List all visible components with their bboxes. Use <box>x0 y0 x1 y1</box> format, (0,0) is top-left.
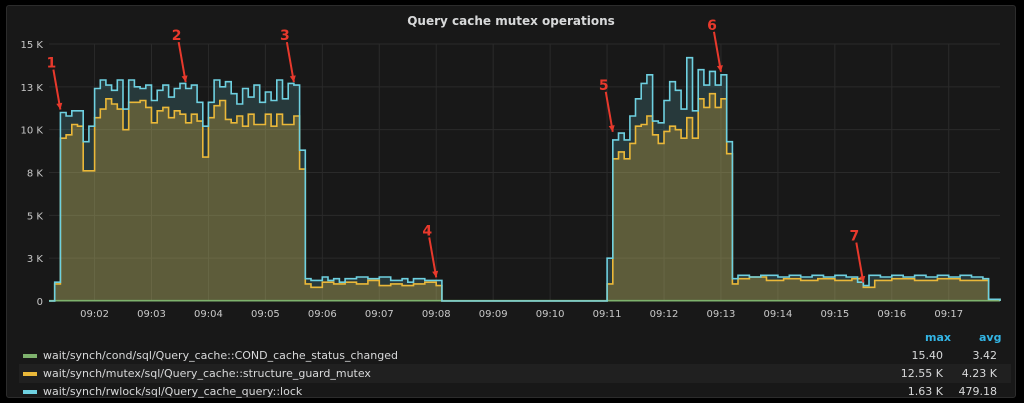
annotation-label: 4 <box>422 223 432 239</box>
x-tick-label: 09:06 <box>308 309 337 320</box>
legend-max-header[interactable]: max <box>925 331 951 344</box>
annotation-arrow <box>428 237 438 278</box>
annotation-label: 7 <box>849 229 859 245</box>
annotation-arrow <box>712 31 722 73</box>
annotation-label: 5 <box>599 78 609 94</box>
annotation-arrowhead <box>859 275 866 283</box>
annotation-arrow <box>177 41 187 83</box>
x-tick-label: 09:13 <box>707 309 736 320</box>
y-tick-label: 10 K <box>21 126 44 137</box>
x-tick-label: 09:02 <box>80 309 109 320</box>
x-tick-label: 09:14 <box>763 309 792 320</box>
legend-row-mutex[interactable]: wait/synch/mutex/sql/Query_cache::struct… <box>19 364 1011 383</box>
annotation-label: 2 <box>172 28 182 44</box>
legend-series-max: 1.63 K <box>907 385 943 398</box>
annotation-arrow <box>604 91 614 132</box>
legend-swatch-rwlock <box>23 390 37 394</box>
y-tick-label: 3 K <box>27 254 44 265</box>
x-tick-label: 09:16 <box>877 309 906 320</box>
x-tick-label: 09:08 <box>422 309 451 320</box>
y-tick-label: 0 <box>37 297 43 308</box>
legend-swatch-mutex <box>23 372 37 376</box>
series-line <box>49 56 1001 302</box>
y-tick-label: 8 K <box>27 169 44 180</box>
legend-series-avg: 3.42 <box>972 349 998 362</box>
x-tick-label: 09:12 <box>650 309 679 320</box>
annotation-label: 6 <box>707 18 717 34</box>
annotation-label: 1 <box>47 56 57 72</box>
chart-title: Query cache mutex operations <box>407 14 615 28</box>
series-line <box>49 92 1001 302</box>
legend-series-max: 15.40 <box>911 349 944 362</box>
annotation-arrow <box>855 242 865 283</box>
x-tick-label: 09:17 <box>934 309 963 320</box>
legend-avg-header[interactable]: avg <box>979 331 1002 344</box>
series-area <box>49 93 1000 301</box>
x-tick-label: 09:10 <box>536 309 565 320</box>
annotation-arrow <box>285 41 295 83</box>
series-area <box>49 57 1000 302</box>
chart-plot[interactable]: 0 3 K 5 K 8 K 10 K 13 K 15 K 09:02 09:03 09:04 09:… <box>7 6 1017 324</box>
x-tick-label: 09:11 <box>593 309 622 320</box>
annotation-arrowhead <box>56 102 63 110</box>
legend-series-max: 12.55 K <box>900 367 943 380</box>
y-tick-label: 13 K <box>21 83 44 94</box>
legend-swatch-cond <box>23 354 37 358</box>
legend-series-name: wait/synch/cond/sql/Query_cache::COND_ca… <box>43 349 398 362</box>
x-tick-label: 09:05 <box>251 309 280 320</box>
legend-series-name: wait/synch/mutex/sql/Query_cache::struct… <box>43 367 371 380</box>
legend-row-cond[interactable]: wait/synch/cond/sql/Query_cache::COND_ca… <box>19 346 1011 365</box>
x-tick-label: 09:03 <box>137 309 166 320</box>
annotation-arrow <box>52 69 62 110</box>
annotation-arrowhead <box>181 75 188 83</box>
legend-row-rwlock[interactable]: wait/synch/rwlock/sql/Query_cache_query:… <box>19 382 1011 401</box>
annotation-arrowhead <box>608 125 615 132</box>
annotation-arrowhead <box>432 270 439 278</box>
x-tick-label: 09:15 <box>820 309 849 320</box>
chart-panel: Query cache mutex operations 0 3 K 5 K 8 K 1… <box>6 5 1016 398</box>
legend-series-avg: 4.23 K <box>961 367 997 380</box>
annotation-label: 3 <box>280 28 290 44</box>
annotation-arrowhead <box>716 65 723 72</box>
annotation-arrowhead <box>289 75 296 83</box>
x-tick-label: 09:04 <box>194 309 223 320</box>
legend-series-name: wait/synch/rwlock/sql/Query_cache_query:… <box>43 385 303 398</box>
legend-series-avg: 479.18 <box>958 385 998 398</box>
y-tick-label: 15 K <box>21 40 44 51</box>
y-tick-label: 5 K <box>27 211 44 222</box>
x-tick-label: 09:09 <box>479 309 508 320</box>
x-tick-label: 09:07 <box>365 309 394 320</box>
